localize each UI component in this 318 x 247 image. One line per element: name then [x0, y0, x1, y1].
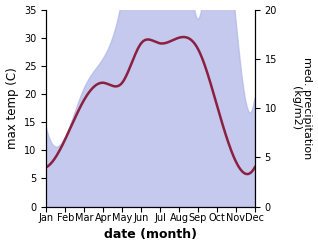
X-axis label: date (month): date (month)	[104, 228, 197, 242]
Y-axis label: med. precipitation
(kg/m2): med. precipitation (kg/m2)	[291, 57, 313, 159]
Y-axis label: max temp (C): max temp (C)	[5, 67, 18, 149]
